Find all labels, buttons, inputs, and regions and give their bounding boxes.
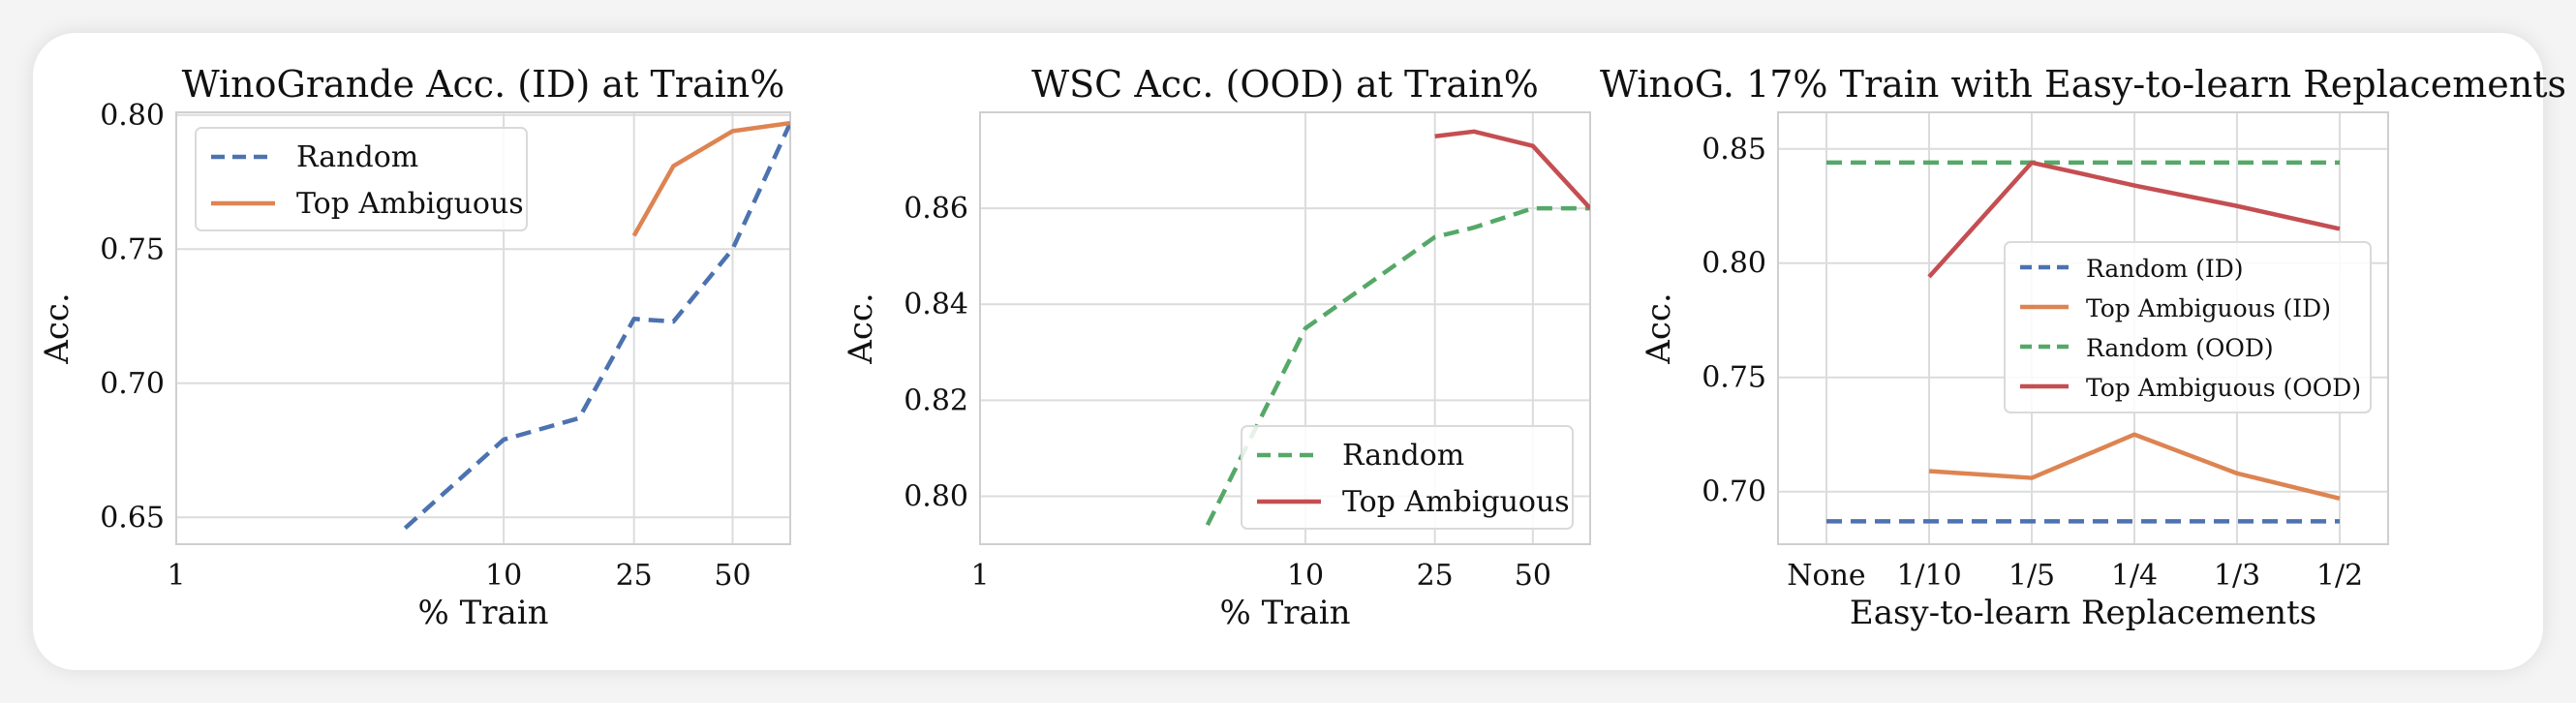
y-tick-label: 0.75 xyxy=(1702,361,1766,395)
chart-title: WinoGrande Acc. (ID) at Train% xyxy=(182,63,785,106)
series-line-random xyxy=(403,122,790,531)
series-line-top-ambiguous-id xyxy=(1928,432,2341,501)
chart-panel-3: 0.70 0.75 0.80 0.85 None 1/10 1/5 1/4 1/3 1/2 Wino… xyxy=(1600,63,2566,632)
series-line-top-ambiguous xyxy=(1434,129,1590,210)
series-line-random xyxy=(1205,205,1590,527)
x-tick-label: 1 xyxy=(167,559,185,593)
legend-label: Top Ambiguous (OOD) xyxy=(2086,374,2361,402)
y-tick-label: 0.80 xyxy=(904,479,968,513)
chart-title: WSC Acc. (OOD) at Train% xyxy=(1031,63,1539,106)
y-tick-label: 0.80 xyxy=(100,99,165,133)
y-axis-label: Acc. xyxy=(1640,292,1678,364)
series-group xyxy=(403,120,790,531)
x-tick-label: 50 xyxy=(1515,559,1551,593)
legend-label: Top Ambiguous xyxy=(1342,485,1570,519)
y-tick-label: 0.75 xyxy=(100,232,165,266)
legend: Random (ID) Top Ambiguous (ID) Random (OOD… xyxy=(2004,241,2372,413)
legend-label: Top Ambiguous (ID) xyxy=(2086,294,2331,322)
chart-panel-2: 0.80 0.82 0.84 0.86 1 10 25 50 WSC Acc. (OOD) at… xyxy=(842,63,1591,632)
y-axis-label: Acc. xyxy=(842,292,880,364)
y-tick-label: 0.82 xyxy=(904,383,968,417)
legend-label: Top Ambiguous xyxy=(296,187,524,221)
x-tick-label: 50 xyxy=(714,559,751,593)
y-tick-label: 0.85 xyxy=(1702,133,1766,167)
x-tick-label: 1 xyxy=(970,559,989,593)
legend-label: Random (OOD) xyxy=(2086,334,2274,362)
x-tick-label: 1/4 xyxy=(2111,559,2158,593)
y-tick-label: 0.80 xyxy=(1702,247,1766,281)
y-tick-label: 0.86 xyxy=(904,192,968,226)
x-tick-label: 10 xyxy=(1287,559,1324,593)
x-tick-label: None xyxy=(1787,559,1865,593)
x-tick-label: 1/5 xyxy=(2009,559,2055,593)
x-tick-label: 25 xyxy=(1417,559,1454,593)
legend-label: Random xyxy=(296,140,418,174)
chart-title: WinoG. 17% Train with Easy-to-learn Repl… xyxy=(1600,63,2566,106)
y-tick-label: 0.84 xyxy=(904,288,968,321)
x-tick-label: 1/2 xyxy=(2316,559,2363,593)
x-tick-label: 1/10 xyxy=(1896,559,1961,593)
y-tick-label: 0.65 xyxy=(100,501,165,535)
y-tick-label: 0.70 xyxy=(100,367,165,401)
y-tick-label: 0.70 xyxy=(1702,475,1766,509)
chart-panel-1: 0.65 0.70 0.75 0.80 1 10 25 50 WinoGrande Acc. (… xyxy=(38,63,791,632)
legend: Random Top Ambiguous xyxy=(195,127,528,231)
legend-label: Random (ID) xyxy=(2086,255,2244,283)
plot-frame xyxy=(175,111,791,545)
x-tick-label: 25 xyxy=(616,559,653,593)
series-line-top-ambiguous xyxy=(631,120,790,237)
legend: Random Top Ambiguous xyxy=(1241,425,1574,530)
x-tick-label: 1/3 xyxy=(2214,559,2260,593)
legend-label: Random xyxy=(1342,439,1464,473)
series-group xyxy=(1826,160,2341,524)
legend-box xyxy=(1241,425,1574,530)
x-axis-label: % Train xyxy=(417,594,548,632)
x-axis-label: % Train xyxy=(1219,594,1350,632)
legend-box xyxy=(195,127,528,231)
plot-frame xyxy=(979,111,1591,545)
x-tick-label: 10 xyxy=(485,559,522,593)
plot-frame xyxy=(1777,111,2389,545)
y-axis-label: Acc. xyxy=(38,292,77,364)
series-line-top-ambiguous-ood xyxy=(1927,160,2341,279)
x-axis-label: Easy-to-learn Replacements xyxy=(1850,594,2316,632)
series-group xyxy=(1205,129,1590,527)
legend-box xyxy=(2004,241,2372,413)
